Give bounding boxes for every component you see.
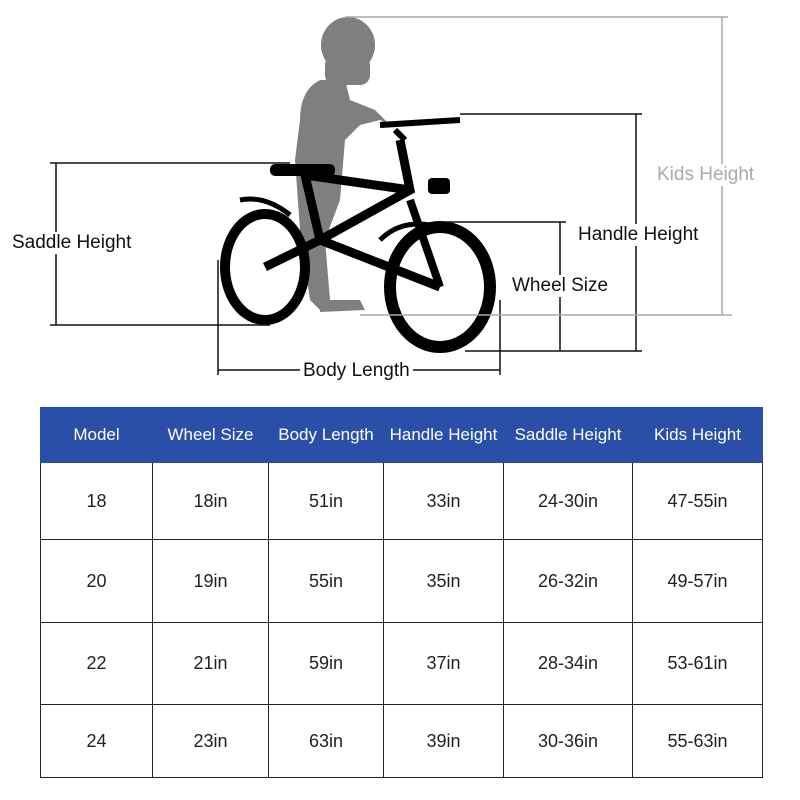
- table-cell: 24: [40, 704, 153, 778]
- handle-height-label: Handle Height: [578, 224, 699, 246]
- wheel-size-label: Wheel Size: [512, 275, 609, 297]
- table-cell: 20: [40, 539, 153, 623]
- table-cell: 51in: [268, 462, 384, 540]
- dimension-lines: [50, 113, 642, 375]
- table-cell: 55-63in: [632, 704, 763, 778]
- column-header: Wheel Size: [152, 407, 269, 463]
- headlight: [428, 178, 450, 194]
- saddle: [270, 164, 335, 176]
- table-row: 22 21in 59in 37in 28-34in 53-61in: [40, 622, 763, 705]
- bike-size-diagram: Saddle Height Kids Height Handle Height …: [12, 16, 755, 382]
- table-row: 20 19in 55in 35in 26-32in 49-57in: [40, 539, 763, 623]
- table-cell: 23in: [152, 704, 269, 778]
- table-cell: 21in: [152, 622, 269, 705]
- table-cell: 59in: [268, 622, 384, 705]
- table-cell: 19in: [152, 539, 269, 623]
- child-silhouette: [295, 17, 390, 312]
- saddle-height-label: Saddle Height: [12, 232, 132, 254]
- table-cell: 55in: [268, 539, 384, 623]
- kids-height-label: Kids Height: [657, 164, 755, 186]
- table-cell: 49-57in: [632, 539, 763, 623]
- table-cell: 35in: [383, 539, 504, 623]
- table-cell: 63in: [268, 704, 384, 778]
- table-cell: 24-30in: [503, 462, 633, 540]
- diagram-graphics: [50, 16, 732, 375]
- column-header: Handle Height: [383, 407, 504, 463]
- table-row: 24 23in 63in 39in 30-36in 55-63in: [40, 704, 763, 778]
- table-cell: 22: [40, 622, 153, 705]
- table-cell: 28-34in: [503, 622, 633, 705]
- table-cell: 37in: [383, 622, 504, 705]
- bike-silhouette: [220, 117, 496, 353]
- column-header: Kids Height: [632, 407, 763, 463]
- table-cell: 18: [40, 462, 153, 540]
- table-cell: 47-55in: [632, 462, 763, 540]
- table-cell: 53-61in: [632, 622, 763, 705]
- column-header: Model: [40, 407, 153, 463]
- table-header-row: Model Wheel Size Body Length Handle Height S…: [40, 407, 763, 463]
- table-row: 18 18in 51in 33in 24-30in 47-55in: [40, 462, 763, 540]
- table-cell: 26-32in: [503, 539, 633, 623]
- column-header: Body Length: [268, 407, 384, 463]
- table-cell: 18in: [152, 462, 269, 540]
- table-cell: 39in: [383, 704, 504, 778]
- size-chart-table: Model Wheel Size Body Length Handle Height S…: [40, 407, 763, 778]
- body-length-label: Body Length: [300, 360, 413, 382]
- table-cell: 33in: [383, 462, 504, 540]
- table-cell: 30-36in: [503, 704, 633, 778]
- column-header: Saddle Height: [503, 407, 633, 463]
